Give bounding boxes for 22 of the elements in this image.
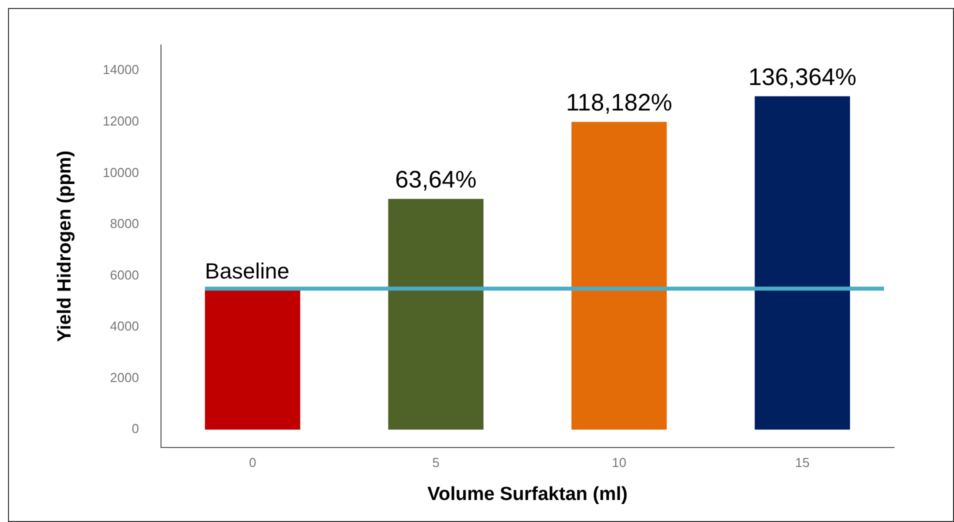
annotation: 63,64% xyxy=(395,166,477,194)
y-tick-label: 14000 xyxy=(102,62,139,78)
y-tick-label: 12000 xyxy=(102,114,139,129)
y-axis-title: Yield Hidrogen (ppm) xyxy=(54,150,76,342)
y-tick-label: 2000 xyxy=(110,370,139,385)
x-tick-label: 15 xyxy=(795,454,810,470)
bar xyxy=(571,122,667,430)
y-tick-label: 4000 xyxy=(110,318,139,334)
ref-line-label: Baseline xyxy=(204,258,290,284)
y-tick-label: 8000 xyxy=(110,216,139,232)
bar xyxy=(754,96,850,430)
y-tick-label: 0 xyxy=(132,421,139,436)
x-tick-label: 5 xyxy=(432,454,440,470)
x-tick-label: 10 xyxy=(612,454,626,470)
annotation: 118,182% xyxy=(566,90,672,117)
y-tick-label: 6000 xyxy=(110,267,139,282)
bar xyxy=(388,198,484,430)
annotation: 136,364% xyxy=(748,64,856,91)
bar xyxy=(204,288,300,430)
x-axis-title: Volume Surfaktan (ml) xyxy=(427,484,628,505)
y-tick-label: 10000 xyxy=(102,164,139,180)
x-tick-label: 0 xyxy=(248,454,256,470)
